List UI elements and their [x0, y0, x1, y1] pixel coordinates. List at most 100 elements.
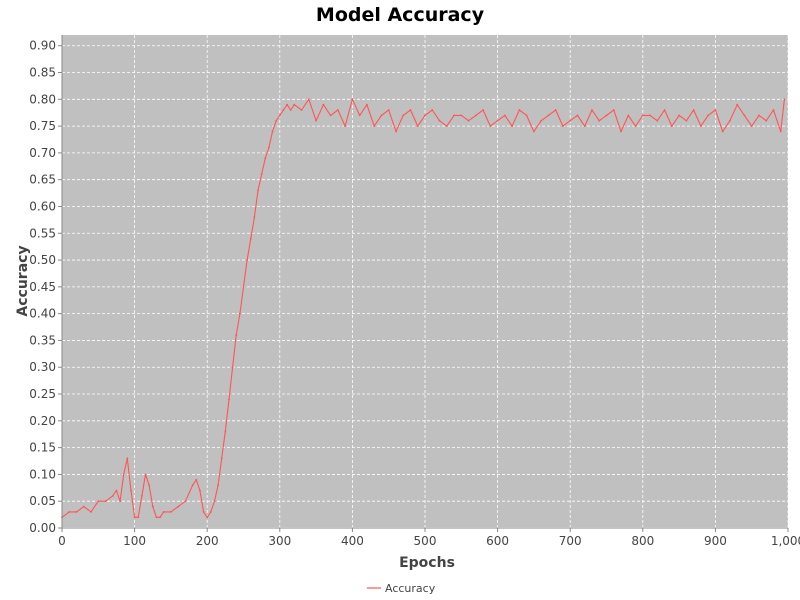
- data-point: [155, 516, 158, 519]
- legend: Accuracy: [367, 582, 436, 595]
- data-point: [289, 109, 292, 111]
- y-tick-label: 0.40: [29, 307, 56, 321]
- data-point: [692, 109, 695, 111]
- data-point: [260, 173, 263, 176]
- data-point: [264, 157, 267, 160]
- data-point: [231, 366, 234, 369]
- data-point: [489, 125, 492, 127]
- y-tick-label: 0.55: [29, 226, 56, 240]
- data-point: [685, 119, 688, 122]
- y-tick-label: 0.20: [29, 414, 56, 428]
- data-point: [445, 125, 448, 127]
- data-point: [482, 109, 484, 111]
- data-point: [373, 125, 376, 127]
- data-point: [518, 109, 521, 111]
- data-point: [641, 114, 644, 117]
- data-point: [779, 130, 782, 133]
- data-point: [576, 114, 579, 117]
- data-point: [670, 125, 673, 127]
- y-tick-label: 0.90: [29, 39, 56, 53]
- data-point: [271, 130, 274, 133]
- data-point: [453, 114, 455, 117]
- data-point: [220, 457, 223, 460]
- y-tick-label: 0.70: [29, 146, 56, 160]
- data-point: [416, 125, 419, 127]
- data-point: [525, 114, 528, 117]
- data-point: [612, 109, 615, 111]
- data-point: [656, 119, 659, 122]
- data-point: [605, 114, 608, 117]
- data-point: [649, 114, 651, 117]
- data-point: [68, 511, 71, 513]
- y-tick-label: 0.50: [29, 253, 56, 267]
- x-tick-label: 800: [631, 534, 654, 548]
- data-point: [257, 189, 259, 192]
- data-point: [474, 114, 477, 117]
- x-tick-label: 1,000: [771, 534, 800, 548]
- data-point: [562, 125, 564, 127]
- data-point: [699, 125, 702, 127]
- data-point: [307, 98, 310, 101]
- chart-title: Model Accuracy: [316, 4, 485, 26]
- x-tick-label: 200: [196, 534, 219, 548]
- data-point: [133, 516, 136, 519]
- y-tick-label: 0.30: [29, 360, 56, 374]
- data-point: [119, 500, 121, 503]
- data-point: [111, 494, 114, 497]
- gridlines: [62, 35, 789, 528]
- data-point: [438, 119, 441, 122]
- data-point: [213, 500, 216, 503]
- data-point: [242, 285, 245, 288]
- data-point: [467, 119, 470, 122]
- data-point: [82, 505, 85, 508]
- data-point: [177, 505, 180, 508]
- data-point: [707, 114, 710, 117]
- series-layer: [61, 98, 786, 519]
- data-point: [533, 130, 535, 133]
- data-point: [228, 398, 230, 401]
- data-point: [199, 489, 201, 492]
- data-point: [235, 334, 238, 336]
- data-point: [137, 516, 140, 519]
- data-point: [336, 109, 339, 111]
- data-point: [765, 119, 768, 122]
- data-point: [275, 119, 278, 122]
- data-point: [620, 130, 622, 133]
- data-point: [159, 516, 161, 519]
- data-point: [115, 489, 118, 492]
- data-point: [268, 146, 270, 149]
- x-tick-label: 700: [559, 534, 582, 548]
- series-line-accuracy: [61, 98, 785, 518]
- data-point: [583, 125, 586, 127]
- x-tick-label: 300: [268, 534, 291, 548]
- data-point: [743, 114, 746, 117]
- data-point: [249, 237, 252, 240]
- data-point: [202, 511, 205, 513]
- y-tick-label: 0.35: [29, 333, 56, 347]
- data-point: [126, 457, 129, 460]
- data-point: [151, 505, 154, 508]
- data-point: [758, 114, 760, 117]
- y-tick-label: 0.45: [29, 280, 56, 294]
- x-tick-label: 400: [341, 534, 364, 548]
- y-tick-label: 0.25: [29, 387, 56, 401]
- data-point: [460, 114, 463, 117]
- data-point: [130, 489, 132, 492]
- data-point: [97, 500, 100, 503]
- data-point: [634, 125, 637, 127]
- data-point: [721, 130, 724, 133]
- data-point: [162, 511, 165, 513]
- x-tick-label: 0: [58, 534, 66, 548]
- x-axis-ticks: 0 100 200 300 400 500 600 700 800 900 1,000: [58, 528, 800, 548]
- data-point: [104, 500, 107, 503]
- data-point: [540, 119, 543, 122]
- y-axis-label: Accuracy: [15, 245, 31, 316]
- y-tick-label: 0.80: [29, 92, 56, 106]
- data-point: [496, 119, 499, 122]
- data-point: [170, 511, 172, 513]
- data-point: [380, 114, 383, 117]
- data-point: [554, 109, 557, 111]
- data-point: [663, 109, 666, 111]
- x-tick-label: 600: [486, 534, 509, 548]
